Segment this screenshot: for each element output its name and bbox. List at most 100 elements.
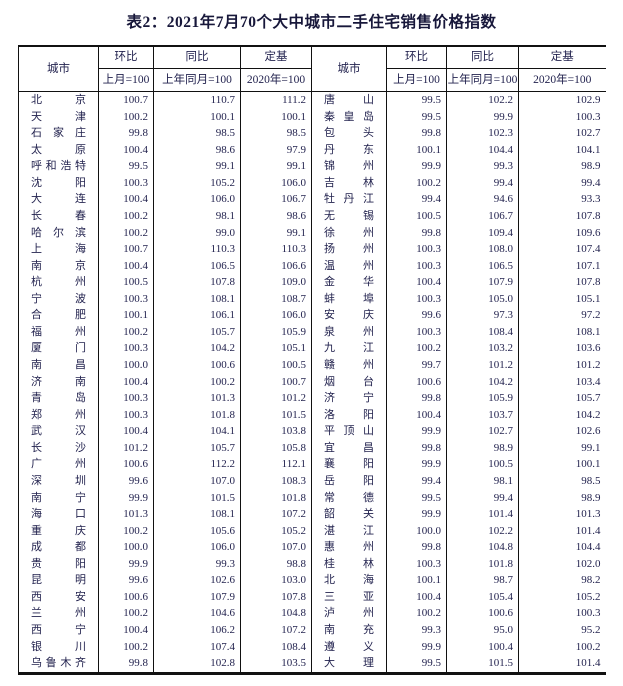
fixed-base-value: 107.2 bbox=[240, 506, 312, 523]
table-row: 郑州 100.3 101.8 101.5 洛阳 100.4 103.7 104.2 bbox=[18, 406, 606, 424]
mom-value: 99.8 bbox=[386, 539, 447, 556]
yoy-value: 108.0 bbox=[446, 241, 519, 258]
fixed-base-value: 98.6 bbox=[240, 207, 312, 225]
city-cell: 西宁 bbox=[18, 622, 99, 639]
yoy-value: 98.1 bbox=[153, 207, 241, 225]
yoy-value: 107.9 bbox=[153, 588, 241, 606]
fixed-base-value: 100.2 bbox=[575, 640, 601, 653]
city-cell: 济宁 bbox=[311, 390, 387, 407]
city-cell: 太原 bbox=[18, 141, 99, 159]
city-cell: 泉州 bbox=[311, 323, 387, 341]
yoy-value: 100.2 bbox=[153, 373, 241, 391]
fixed-base-value: 105.2 bbox=[240, 522, 312, 540]
yoy-value: 110.7 bbox=[153, 91, 241, 109]
mom-value: 100.4 bbox=[98, 257, 154, 275]
fixed-base-value: 99.1 bbox=[581, 441, 601, 454]
city-cell: 沈阳 bbox=[18, 174, 99, 192]
city-cell: 重庆 bbox=[18, 522, 99, 540]
header-row-base: 上月=100 上年同月=100 2020年=100 上月=100 上年同月=10… bbox=[19, 68, 606, 92]
city-cell: 石家庄 bbox=[18, 125, 99, 142]
mom-value: 100.1 bbox=[386, 141, 447, 159]
city-cell: 蚌埠 bbox=[311, 290, 387, 308]
yoy-value: 98.6 bbox=[153, 141, 241, 159]
fixed-base-value: 98.8 bbox=[240, 555, 312, 573]
city-cell: 遵义 bbox=[311, 638, 387, 656]
fixed-base-value: 99.1 bbox=[240, 158, 312, 175]
table-row: 大连 100.4 106.0 106.7 牡丹江 99.4 94.6 93.3 bbox=[18, 191, 606, 208]
mom-value: 99.9 bbox=[386, 423, 447, 440]
fixed-base-value: 105.8 bbox=[240, 439, 312, 457]
mom-value: 100.3 bbox=[98, 340, 154, 357]
header-fixed-base-right: 2020年=100 bbox=[518, 68, 606, 92]
mom-value: 100.3 bbox=[386, 241, 447, 258]
city-cell: 烟台 bbox=[311, 373, 387, 391]
fixed-base-value: 98.5 bbox=[581, 474, 601, 487]
table-row: 厦门 100.3 104.2 105.1 九江 100.2 103.2 103.6 bbox=[18, 340, 606, 357]
yoy-value: 105.2 bbox=[153, 174, 241, 192]
fixed-base-value: 101.4 bbox=[575, 657, 601, 670]
mom-value: 99.8 bbox=[386, 125, 447, 142]
yoy-value: 102.7 bbox=[446, 423, 519, 440]
city-cell: 福州 bbox=[18, 323, 99, 341]
fixed-base-value: 105.1 bbox=[240, 340, 312, 357]
city-cell: 安庆 bbox=[311, 307, 387, 324]
mom-value: 99.9 bbox=[98, 555, 154, 573]
yoy-value: 108.4 bbox=[446, 323, 519, 341]
mom-value: 99.5 bbox=[386, 489, 447, 507]
header-mom-base-left: 上月=100 bbox=[98, 68, 154, 92]
mom-value: 99.8 bbox=[98, 655, 154, 674]
mom-value: 100.2 bbox=[98, 207, 154, 225]
table-row: 青岛 100.3 101.3 101.2 济宁 99.8 105.9 105.7 bbox=[18, 390, 606, 407]
fixed-base-value: 98.2 bbox=[581, 574, 601, 587]
fixed-base-value: 97.9 bbox=[240, 141, 312, 159]
fixed-base-value: 95.2 bbox=[581, 624, 601, 636]
yoy-value: 101.5 bbox=[153, 489, 241, 507]
mom-value: 99.9 bbox=[386, 158, 447, 175]
mom-value: 99.7 bbox=[386, 357, 447, 374]
table-row: 北京 100.7 110.7 111.2 唐山 99.5 102.2 102.9 bbox=[18, 91, 606, 109]
mom-value: 99.5 bbox=[386, 655, 447, 674]
city-cell: 常德 bbox=[311, 489, 387, 507]
city-cell: 北京 bbox=[18, 91, 99, 109]
table-row: 广州 100.6 112.2 112.1 襄阳 99.9 100.5 100.1 bbox=[18, 456, 606, 473]
city-cell: 成都 bbox=[18, 539, 99, 556]
yoy-value: 99.3 bbox=[446, 158, 519, 175]
mom-value: 100.0 bbox=[386, 522, 447, 540]
table-row: 沈阳 100.3 105.2 106.0 吉林 100.2 99.4 99.4 bbox=[18, 174, 606, 192]
yoy-value: 108.1 bbox=[153, 506, 241, 523]
fixed-base-value: 100.5 bbox=[240, 357, 312, 374]
city-cell: 牡丹江 bbox=[311, 191, 387, 208]
yoy-value: 106.0 bbox=[153, 191, 241, 208]
yoy-value: 101.4 bbox=[446, 506, 519, 523]
fixed-base-value: 107.0 bbox=[240, 539, 312, 556]
fixed-base-value: 108.4 bbox=[240, 638, 312, 656]
header-yoy-right: 同比 bbox=[446, 46, 519, 69]
yoy-value: 101.2 bbox=[446, 357, 519, 374]
city-cell: 深圳 bbox=[18, 472, 99, 490]
mom-value: 100.3 bbox=[98, 290, 154, 308]
fixed-base-value: 100.3 bbox=[575, 607, 601, 620]
fixed-base-value: 101.2 bbox=[575, 359, 601, 371]
header-yoy-left: 同比 bbox=[153, 46, 241, 69]
mom-value: 100.5 bbox=[98, 274, 154, 291]
table-row: 福州 100.2 105.7 105.9 泉州 100.3 108.4 108.1 bbox=[18, 323, 606, 341]
table-row: 长沙 101.2 105.7 105.8 宜昌 99.8 98.9 99.1 bbox=[18, 439, 606, 457]
mom-value: 99.6 bbox=[98, 472, 154, 490]
city-cell: 北海 bbox=[311, 572, 387, 589]
table-row: 重庆 100.2 105.6 105.2 湛江 100.0 102.2 101.4 bbox=[18, 522, 606, 540]
table-row: 乌鲁木齐 99.8 102.8 103.5 大理 99.5 101.5 101.4 bbox=[18, 655, 606, 674]
mom-value: 99.9 bbox=[98, 489, 154, 507]
table-row: 宁波 100.3 108.1 108.7 蚌埠 100.3 105.0 105.1 bbox=[18, 290, 606, 308]
city-cell: 郑州 bbox=[18, 406, 99, 424]
fixed-base-value: 107.8 bbox=[575, 276, 601, 289]
fixed-base-value: 93.3 bbox=[581, 193, 601, 206]
city-cell: 天津 bbox=[18, 108, 99, 126]
mom-value: 99.8 bbox=[98, 125, 154, 142]
fixed-base-value: 109.6 bbox=[575, 226, 601, 239]
city-cell: 徐州 bbox=[311, 224, 387, 242]
fixed-base-value: 103.8 bbox=[240, 423, 312, 440]
yoy-value: 105.0 bbox=[446, 290, 519, 308]
yoy-value: 104.2 bbox=[153, 340, 241, 357]
city-cell: 平顶山 bbox=[311, 423, 387, 440]
fixed-base-value: 100.7 bbox=[240, 373, 312, 391]
